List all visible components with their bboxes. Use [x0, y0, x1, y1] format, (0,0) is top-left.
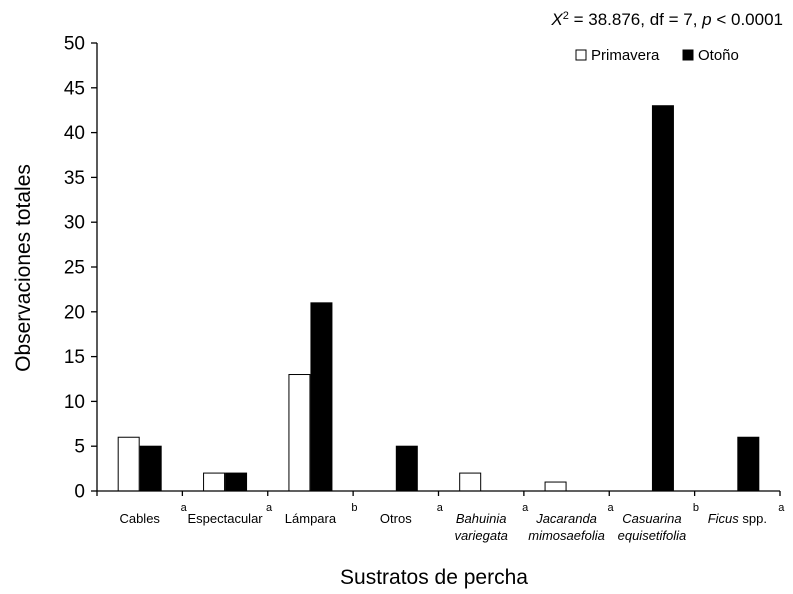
y-tick-label: 15: [64, 347, 85, 368]
legend: Primavera Otoño: [575, 47, 739, 64]
legend-swatch: [575, 49, 587, 61]
y-tick-label: 45: [64, 78, 85, 99]
significance-letter: a: [266, 502, 273, 514]
x-tick-label: variegata: [454, 528, 507, 543]
y-axis: 0 5 10 15 20 25 30 35 40 45 50: [64, 34, 98, 503]
significance-letter: a: [608, 502, 615, 514]
bar-oto-o: [139, 445, 162, 492]
x-axis-label: Sustratos de percha: [340, 566, 528, 589]
legend-label: Otoño: [698, 47, 739, 64]
x-axis: CablesaEspectacularaLámparabOtrosaBahuin…: [96, 490, 785, 543]
bar-primavera: [117, 436, 140, 492]
bar-oto-o: [225, 472, 248, 492]
y-tick-label: 10: [64, 392, 85, 413]
y-tick-label: 0: [74, 482, 85, 503]
x-tick-label: Jacaranda: [535, 511, 597, 526]
legend-swatch: [682, 49, 694, 61]
x-tick-label: equisetifolia: [618, 528, 687, 543]
y-axis-label: Observaciones totales: [12, 164, 35, 372]
chi-square-annotation: X2 = 38.876, df = 7, p < 0.0001: [550, 10, 783, 29]
significance-letter: b: [351, 502, 357, 514]
y-tick-label: 5: [74, 437, 85, 458]
significance-letter: a: [181, 502, 188, 514]
y-tick-label: 35: [64, 168, 85, 189]
significance-letter: a: [778, 502, 785, 514]
legend-label: Primavera: [591, 47, 660, 64]
y-tick-label: 20: [64, 302, 85, 323]
x-tick-label: Cables: [119, 511, 160, 526]
significance-letter: a: [522, 502, 529, 514]
bars: [117, 105, 760, 492]
x-tick-label: Espectacular: [187, 511, 263, 526]
bar-primavera: [203, 472, 226, 492]
bar-oto-o: [651, 105, 674, 492]
y-tick-label: 30: [64, 213, 85, 234]
x-tick-label: Ficus spp.: [708, 511, 767, 526]
x-tick-label: Lámpara: [285, 511, 337, 526]
bar-primavera: [459, 472, 482, 492]
y-tick-label: 25: [64, 258, 85, 279]
bar-oto-o: [310, 302, 333, 492]
x-tick-label: Casuarina: [622, 511, 681, 526]
bar-primavera: [288, 374, 311, 492]
x-tick-label: Otros: [380, 511, 412, 526]
x-tick-label: Bahuinia: [456, 511, 507, 526]
bar-oto-o: [395, 445, 418, 492]
x-tick-label: mimosaefolia: [528, 528, 605, 543]
y-tick-label: 50: [64, 34, 85, 55]
significance-letter: a: [437, 502, 444, 514]
bar-oto-o: [737, 436, 760, 492]
y-tick-label: 40: [64, 123, 85, 144]
significance-letter: b: [693, 502, 699, 514]
bar-primavera: [544, 481, 567, 492]
